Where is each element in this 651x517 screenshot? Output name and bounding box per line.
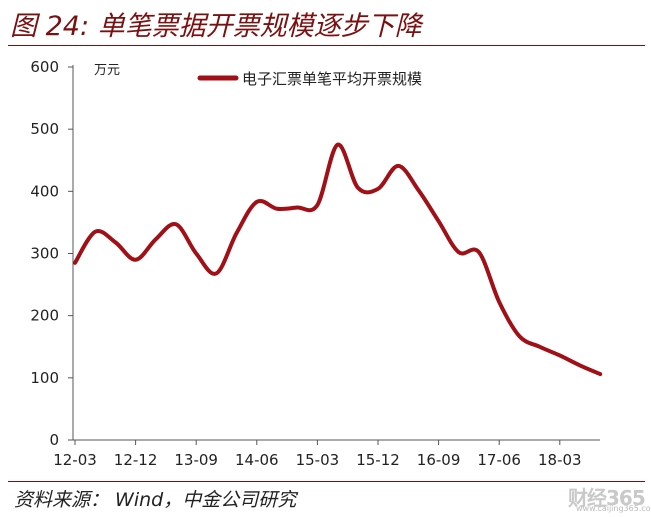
y-tick-label: 600 <box>30 58 59 76</box>
x-tick-label: 15-12 <box>356 451 400 469</box>
y-tick-label: 300 <box>30 245 59 263</box>
x-tick-label: 15-03 <box>296 451 340 469</box>
source-rule <box>8 481 645 482</box>
watermark-logo: 财经365 www.caijing365.com <box>568 482 651 516</box>
y-tick-label: 400 <box>30 182 59 200</box>
x-tick-label: 17-06 <box>477 451 521 469</box>
y-tick-label: 200 <box>30 307 59 325</box>
x-axis-ticks: 12-03 12-12 13-09 14-06 15-03 15-12 16-09 17-06… <box>53 440 582 469</box>
x-tick-label: 13-09 <box>174 451 218 469</box>
figure-title: 图 24: 单笔票据开票规模逐步下降 <box>10 11 422 42</box>
chart-axes <box>72 65 600 441</box>
x-tick-label: 14-06 <box>235 451 279 469</box>
x-tick-label: 18-03 <box>538 451 582 469</box>
x-tick-label: 16-09 <box>417 451 461 469</box>
y-tick-label: 0 <box>49 431 59 449</box>
title-rule <box>8 45 645 46</box>
x-tick-label: 12-03 <box>53 451 97 469</box>
chart-legend: 电子汇票单笔平均开票规模 <box>197 70 422 88</box>
y-tick-label: 100 <box>30 369 59 387</box>
series-line <box>73 142 603 377</box>
y-tick-label: 500 <box>30 120 59 138</box>
y-unit-label: 万元 <box>94 63 120 78</box>
series-group <box>73 142 603 377</box>
y-axis-ticks: 0 100 200 300 400 500 600 <box>30 58 73 449</box>
watermark-url: www.caijing365.com <box>576 504 651 513</box>
source-note: 资料来源： Wind，中金公司研究 <box>14 489 297 511</box>
watermark-text: 财经365 <box>568 486 646 510</box>
x-tick-label: 12-12 <box>114 451 158 469</box>
legend-label: 电子汇票单笔平均开票规模 <box>242 70 422 88</box>
